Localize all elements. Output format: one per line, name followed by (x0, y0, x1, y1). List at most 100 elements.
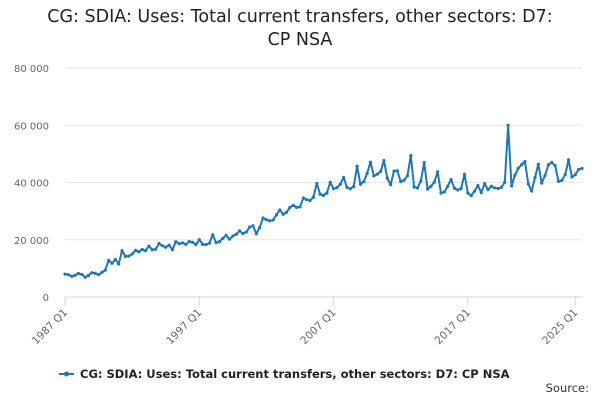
data-point[interactable] (217, 240, 222, 244)
data-point[interactable] (526, 182, 530, 186)
data-point[interactable] (120, 249, 124, 253)
data-point[interactable] (375, 172, 379, 176)
data-point[interactable] (580, 166, 584, 171)
source-label[interactable]: Source: (545, 381, 589, 395)
data-point[interactable] (298, 205, 302, 209)
data-point[interactable] (382, 158, 386, 163)
data-point[interactable] (345, 185, 349, 189)
data-point[interactable] (254, 232, 258, 236)
data-point[interactable] (187, 239, 191, 244)
data-point[interactable] (227, 237, 232, 241)
data-point[interactable] (483, 182, 487, 186)
legend[interactable]: CG: SDIA: Uses: Total current transfers,… (59, 367, 510, 381)
data-point[interactable] (291, 203, 295, 207)
data-point[interactable] (385, 176, 389, 180)
data-point[interactable] (278, 208, 282, 212)
data-point[interactable] (194, 243, 198, 247)
data-point[interactable] (432, 180, 436, 184)
data-point[interactable] (577, 167, 581, 171)
data-point[interactable] (412, 185, 416, 189)
data-point[interactable] (321, 193, 326, 197)
data-point[interactable] (311, 195, 316, 199)
data-point[interactable] (244, 230, 248, 234)
data-point[interactable] (93, 271, 97, 275)
data-point[interactable] (103, 268, 107, 272)
data-point[interactable] (86, 273, 91, 278)
data-point[interactable] (241, 231, 245, 236)
data-point[interactable] (419, 179, 423, 183)
data-point[interactable] (446, 184, 450, 188)
data-point[interactable] (422, 160, 426, 165)
data-point[interactable] (177, 242, 181, 246)
data-point[interactable] (543, 173, 547, 177)
data-point[interactable] (462, 172, 467, 176)
data-point[interactable] (157, 241, 161, 246)
data-point[interactable] (224, 233, 228, 238)
data-point[interactable] (570, 175, 574, 179)
data-point[interactable] (395, 169, 399, 173)
data-point[interactable] (123, 254, 128, 258)
data-point[interactable] (439, 191, 443, 195)
data-point[interactable] (449, 178, 453, 182)
data-point[interactable] (261, 216, 265, 220)
data-point[interactable] (174, 240, 178, 244)
data-point[interactable] (268, 219, 272, 223)
data-point[interactable] (237, 229, 242, 233)
data-point[interactable] (469, 194, 473, 198)
data-point[interactable] (405, 174, 410, 178)
data-point[interactable] (137, 250, 141, 254)
data-point[interactable] (207, 241, 211, 245)
data-point[interactable] (365, 171, 369, 175)
data-point[interactable] (342, 175, 346, 179)
legend-item-label[interactable]: CG: SDIA: Uses: Total current transfers,… (80, 367, 510, 381)
data-point[interactable] (355, 164, 359, 168)
data-point[interactable] (452, 186, 457, 190)
data-point[interactable] (573, 173, 577, 177)
data-point[interactable] (546, 163, 551, 167)
data-point[interactable] (113, 257, 117, 262)
data-point[interactable] (295, 205, 299, 209)
data-point[interactable] (362, 180, 366, 184)
data-point[interactable] (392, 169, 396, 173)
data-point[interactable] (523, 160, 527, 164)
data-point[interactable] (540, 181, 544, 185)
data-point[interactable] (130, 252, 134, 256)
data-point[interactable] (315, 181, 319, 185)
data-point[interactable] (70, 274, 74, 278)
data-point[interactable] (133, 248, 138, 252)
data-point[interactable] (143, 249, 148, 253)
data-point[interactable] (509, 184, 514, 188)
data-point[interactable] (335, 186, 339, 190)
data-point[interactable] (170, 248, 175, 252)
data-point[interactable] (399, 180, 403, 184)
data-point[interactable] (63, 272, 67, 276)
data-point[interactable] (389, 183, 393, 187)
data-point[interactable] (368, 160, 373, 164)
data-point[interactable] (519, 163, 524, 167)
data-point[interactable] (251, 224, 255, 228)
data-point[interactable] (348, 187, 352, 191)
data-point[interactable] (140, 247, 144, 252)
data-point[interactable] (117, 262, 121, 266)
data-point[interactable] (479, 190, 483, 195)
data-point[interactable] (110, 261, 114, 265)
data-point[interactable] (214, 241, 218, 245)
data-point[interactable] (167, 243, 171, 247)
data-point[interactable] (402, 178, 406, 182)
data-point[interactable] (466, 191, 470, 195)
data-point[interactable] (231, 234, 235, 238)
data-point[interactable] (566, 158, 571, 162)
data-point[interactable] (190, 240, 195, 244)
data-point[interactable] (160, 244, 164, 248)
data-point[interactable] (221, 236, 225, 240)
data-point[interactable] (127, 254, 131, 258)
data-point[interactable] (338, 182, 342, 186)
data-point[interactable] (553, 164, 557, 168)
data-point[interactable] (425, 187, 430, 191)
data-point[interactable] (459, 186, 463, 191)
data-point[interactable] (358, 182, 363, 186)
data-point[interactable] (331, 187, 336, 191)
data-point[interactable] (96, 273, 101, 277)
data-point[interactable] (472, 189, 477, 193)
data-point[interactable] (530, 189, 534, 193)
